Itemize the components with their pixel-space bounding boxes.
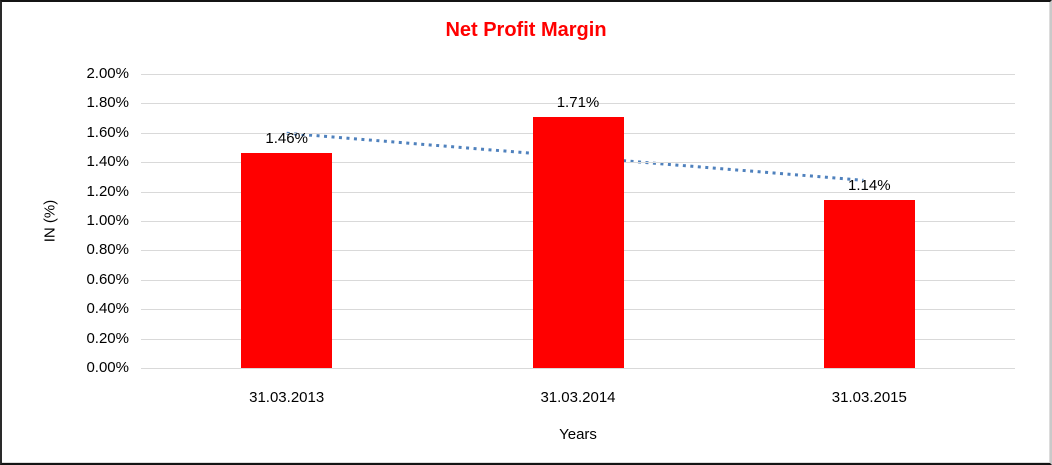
- x-tick-label: 31.03.2015: [831, 389, 907, 406]
- bar-31.03.2013: [241, 153, 333, 368]
- y-tick-label: 0.40%: [86, 300, 129, 318]
- bar-31.03.2014: [532, 116, 624, 368]
- gridline: [141, 103, 1015, 105]
- y-tick-label: 2.00%: [86, 65, 129, 82]
- y-tick-label: 0.00%: [86, 359, 129, 376]
- y-tick-label: 1.00%: [86, 212, 129, 229]
- y-tick-label: 1.20%: [86, 182, 129, 200]
- x-axis-title: Years: [559, 426, 597, 443]
- y-tick-label: 0.20%: [86, 329, 129, 347]
- bar-value-label: 1.71%: [556, 93, 600, 111]
- gridline: [141, 368, 1015, 369]
- bar-31.03.2015: [823, 200, 915, 368]
- gridline: [141, 74, 1015, 75]
- y-tick-label: 1.60%: [86, 123, 129, 141]
- y-tick-label: 1.80%: [86, 94, 129, 112]
- chart-title: Net Profit Margin: [445, 19, 607, 41]
- y-tick-label: 0.80%: [86, 241, 129, 259]
- x-tick-label: 31.03.2014: [540, 389, 616, 406]
- bar-value-label: 1.14%: [848, 177, 891, 195]
- y-tick-label: 0.60%: [86, 270, 129, 288]
- x-tick-label: 31.03.2013: [249, 389, 325, 406]
- bar-value-label: 1.46%: [265, 130, 308, 148]
- y-tick-label: 1.40%: [86, 153, 129, 171]
